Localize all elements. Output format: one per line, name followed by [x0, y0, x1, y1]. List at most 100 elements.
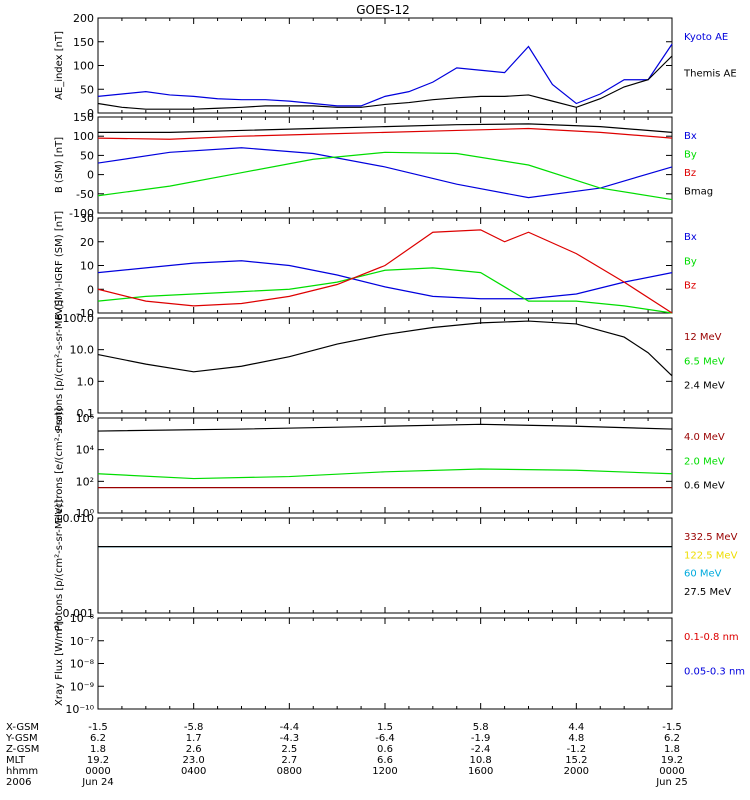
y-tick-label: 100.0 — [63, 312, 95, 325]
legend: Kyoto AE Themis AE — [683, 32, 737, 80]
legend-entry: Bx — [684, 131, 697, 142]
ephemeris-value: 0400 — [181, 766, 206, 777]
ephemeris-value: -2.4 — [471, 744, 491, 755]
chart-title: GOES-12 — [356, 3, 410, 17]
y-tick-label: 0.010 — [63, 512, 95, 525]
ephemeris-value: 10.8 — [470, 755, 492, 766]
ephemeris-value: 0000 — [659, 766, 684, 777]
legend-entry: By — [684, 256, 697, 267]
y-tick-label: 10.0 — [70, 344, 95, 357]
ephemeris-value: -1.2 — [567, 744, 587, 755]
y-tick-label: 0.001 — [63, 607, 95, 620]
legend-entry: 4.0 MeV — [684, 432, 725, 443]
ephemeris-value: 6.6 — [377, 755, 393, 766]
y-tick-label: 150 — [73, 111, 94, 124]
ephemeris-value: 1.8 — [664, 744, 680, 755]
ephemeris-value: 15.2 — [565, 755, 587, 766]
y-axis-label: Protons [p/(cm²-s-sr-MeV)] — [54, 300, 65, 432]
series-line-0-6-mev — [97, 423, 673, 432]
ephemeris-value: 1.7 — [186, 733, 202, 744]
ephemeris-value: 0.6 — [377, 744, 393, 755]
ephemeris-value: 4.8 — [568, 733, 584, 744]
series-line-by — [97, 267, 673, 314]
y-axis-label: B (SM)-IGRF (SM) [nT] — [54, 211, 65, 320]
y-tick-label: 200 — [73, 12, 94, 25]
legend-entry: Themis AE — [683, 69, 737, 80]
y-axis-label: AE_index [nT] — [54, 31, 65, 100]
y-tick-label: 0 — [87, 169, 94, 182]
y-axis-label: Electrons [e/(cm²-s-sr)] — [54, 408, 65, 524]
y-tick-label: 10² — [76, 475, 94, 488]
y-tick-label: 10⁻⁸ — [70, 658, 95, 671]
y-tick-label: 20 — [80, 236, 94, 249]
ephemeris-value: 2.6 — [186, 744, 202, 755]
y-tick-label: 0 — [87, 283, 94, 296]
y-tick-label: 50 — [80, 83, 94, 96]
panel-3: -10 0 10 20 30 B (SM)-IGRF (SM) [nT] Bx By Bz — [54, 211, 697, 320]
legend-entry: 0.6 MeV — [684, 481, 725, 492]
ephemeris-value: 1600 — [468, 766, 493, 777]
legend-entry: By — [684, 150, 697, 161]
legend-entry: Bx — [684, 232, 697, 243]
ephemeris-value: Jun 24 — [81, 777, 114, 788]
series-line-bz — [97, 127, 673, 140]
y-axis-label: Protons [p/(cm²-s-sr-MeV)] — [54, 500, 65, 632]
y-tick-label: 10⁻⁷ — [70, 635, 94, 648]
y-tick-label: 10⁻⁸ — [70, 612, 95, 625]
legend: Bx By Bz — [684, 232, 697, 292]
y-tick-label: 10⁻¹⁰ — [65, 703, 94, 716]
y-tick-label: 10⁶ — [76, 412, 95, 425]
panel-frame — [97, 517, 673, 614]
panel-frame — [97, 17, 673, 114]
y-tick-label: 10⁻⁹ — [70, 680, 94, 693]
legend-entry: 2.0 MeV — [684, 456, 725, 467]
ephemeris-value: 2.7 — [281, 755, 297, 766]
ephemeris-value: 5.8 — [473, 722, 489, 733]
ephemeris-value: 1200 — [372, 766, 397, 777]
y-tick-label: 100 — [73, 60, 94, 73]
y-tick-label: 100 — [73, 130, 94, 143]
ephemeris-row-label: Y-GSM — [5, 733, 38, 744]
legend-entry: Bz — [684, 281, 696, 292]
y-tick-label: 50 — [80, 149, 94, 162]
ephemeris-value: -6.4 — [375, 733, 395, 744]
ephemeris-row-label: 2006 — [6, 777, 31, 788]
y-tick-label: -100 — [69, 207, 94, 220]
panel-frame — [97, 417, 673, 514]
y-tick-label: 1.0 — [77, 375, 95, 388]
y-tick-label: 0 — [87, 107, 94, 120]
ephemeris-value: Jun 25 — [655, 777, 688, 788]
series-line-themis-ae — [97, 55, 673, 110]
panel-frame — [97, 617, 673, 710]
y-tick-label: 10 — [80, 260, 94, 273]
legend: 332.5 MeV 122.5 MeV 60 MeV 27.5 MeV — [684, 532, 738, 598]
panel-1: 0 50 100 150 200 AE_index [nT] Kyoto AE Themis … — [54, 12, 737, 120]
ephemeris-value: 4.4 — [568, 722, 584, 733]
legend: 0.1-0.8 nm 0.05-0.3 nm — [684, 632, 745, 678]
series-line-by — [97, 151, 673, 201]
ephemeris-value: -1.5 — [88, 722, 108, 733]
panel-frame — [97, 317, 673, 414]
ephemeris-value: 6.2 — [664, 733, 680, 744]
series-line-bx — [97, 147, 673, 199]
ephemeris-value: -4.3 — [280, 733, 300, 744]
series-line-bx — [97, 260, 673, 300]
ephemeris-row-label: Z-GSM — [6, 744, 39, 755]
legend-entry: 122.5 MeV — [684, 550, 738, 561]
legend-entry: 60 MeV — [684, 569, 722, 580]
y-tick-label: 10⁰ — [76, 507, 95, 520]
legend-entry: Bmag — [684, 187, 713, 198]
legend-entry: 0.05-0.3 nm — [684, 667, 745, 678]
series-line-2-4-mev — [97, 320, 673, 377]
ephemeris-value: -1.9 — [471, 733, 491, 744]
ephemeris-row-label: MLT — [6, 755, 26, 766]
legend-entry: 0.1-0.8 nm — [684, 632, 739, 643]
ephemeris-row-label: X-GSM — [6, 722, 39, 733]
ephemeris-value: 1.5 — [377, 722, 393, 733]
y-tick-label: 10⁴ — [76, 444, 95, 457]
panel-7: 10⁻¹⁰ 10⁻⁹ 10⁻⁸ 10⁻⁷ 10⁻⁸ Xray Flux [W/m²] 0.1… — [54, 612, 745, 716]
y-tick-label: 0.1 — [77, 407, 95, 420]
